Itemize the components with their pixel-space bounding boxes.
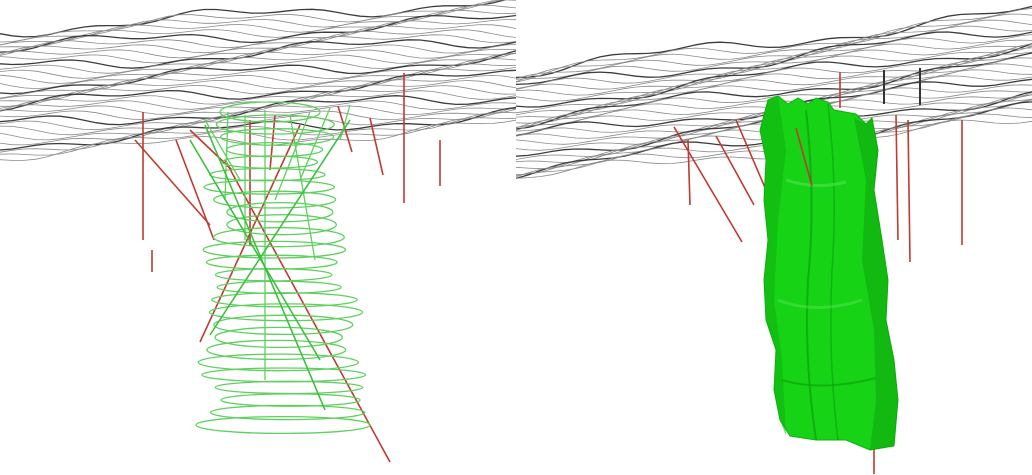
- contour-line: [0, 105, 516, 136]
- contour-line: [0, 63, 516, 102]
- drillhole: [715, 135, 755, 206]
- section-outline: [202, 240, 347, 259]
- contour-line: [0, 67, 516, 107]
- wire-edge: [274, 111, 311, 201]
- contour-line: [0, 0, 507, 38]
- contour-line: [0, 52, 516, 90]
- drillhole: [175, 139, 215, 241]
- section-outline: [220, 393, 361, 407]
- contour-line: [0, 50, 516, 95]
- section-outline: [215, 114, 335, 135]
- contour-line: [516, 25, 1032, 80]
- drillhole-traces: [673, 68, 963, 474]
- wire-edge: [299, 107, 331, 181]
- section-outline: [214, 380, 364, 395]
- wire-edge: [189, 139, 321, 361]
- section-outline: [226, 201, 334, 223]
- section-outline: [226, 214, 337, 236]
- wireframe-orebody-panel: [0, 0, 516, 463]
- contour-line: [516, 45, 1032, 96]
- contour-line: [516, 57, 1032, 131]
- drillhole: [673, 126, 743, 243]
- section-outline: [205, 254, 338, 270]
- wire-edge: [204, 119, 241, 181]
- contour-line: [516, 46, 1032, 102]
- section-outline: [209, 404, 366, 421]
- topography-contours: [0, 0, 516, 161]
- section-outline: [219, 101, 321, 123]
- contour-line: [0, 0, 500, 43]
- contour-line: [0, 117, 516, 156]
- contour-line: [516, 52, 1032, 130]
- contour-line: [0, 69, 516, 112]
- contour-line: [0, 58, 516, 100]
- section-outline: [203, 179, 336, 195]
- contour-line: [0, 14, 516, 53]
- drillhole: [189, 129, 233, 171]
- contour-line: [0, 39, 516, 69]
- drillhole: [224, 159, 391, 463]
- contour-line: [516, 7, 1032, 83]
- contour-line: [0, 111, 516, 153]
- drillhole: [907, 119, 911, 263]
- contour-line: [516, 31, 1032, 86]
- section-outline: [197, 353, 360, 372]
- section-outline: [214, 326, 344, 349]
- drillhole: [895, 114, 899, 241]
- contour-line: [516, 19, 1032, 80]
- contour-line: [0, 74, 516, 112]
- section-outline: [206, 339, 347, 361]
- contour-line: [516, 13, 1032, 83]
- drillhole: [369, 117, 384, 176]
- contour-line: [0, 48, 516, 79]
- wire-edge: [289, 114, 316, 261]
- orebody-wireframe: [189, 101, 371, 435]
- section-outline: [212, 190, 337, 209]
- section-outline: [212, 227, 345, 248]
- orebody-solid: [759, 95, 899, 451]
- contour-line: [516, 52, 1032, 124]
- contour-line: [0, 53, 516, 84]
- drillhole: [735, 119, 767, 191]
- contour-line: [0, 108, 516, 141]
- contour-line: [516, 5, 1032, 79]
- section-outline: [213, 314, 354, 336]
- contour-line: [0, 106, 516, 146]
- contour-line: [0, 95, 516, 126]
- contour-line: [0, 19, 516, 56]
- contour-line: [0, 24, 516, 55]
- contour-line: [0, 90, 516, 120]
- contour-line: [516, 39, 1032, 90]
- contour-line: [516, 47, 1032, 116]
- contour-line: [516, 34, 1032, 90]
- drillhole: [134, 139, 211, 226]
- contour-line: [0, 9, 516, 48]
- contour-line: [0, 100, 516, 131]
- contour-line: [0, 106, 516, 151]
- wire-edge: [209, 119, 351, 336]
- section-outline: [210, 292, 358, 308]
- drillhole: [687, 139, 691, 206]
- contour-line: [0, 29, 516, 59]
- section-outline: [214, 268, 333, 282]
- drillhole-traces: [134, 73, 441, 463]
- section-outline: [219, 128, 335, 146]
- solid-orebody-panel: [516, 0, 1032, 475]
- section-outline: [195, 415, 371, 435]
